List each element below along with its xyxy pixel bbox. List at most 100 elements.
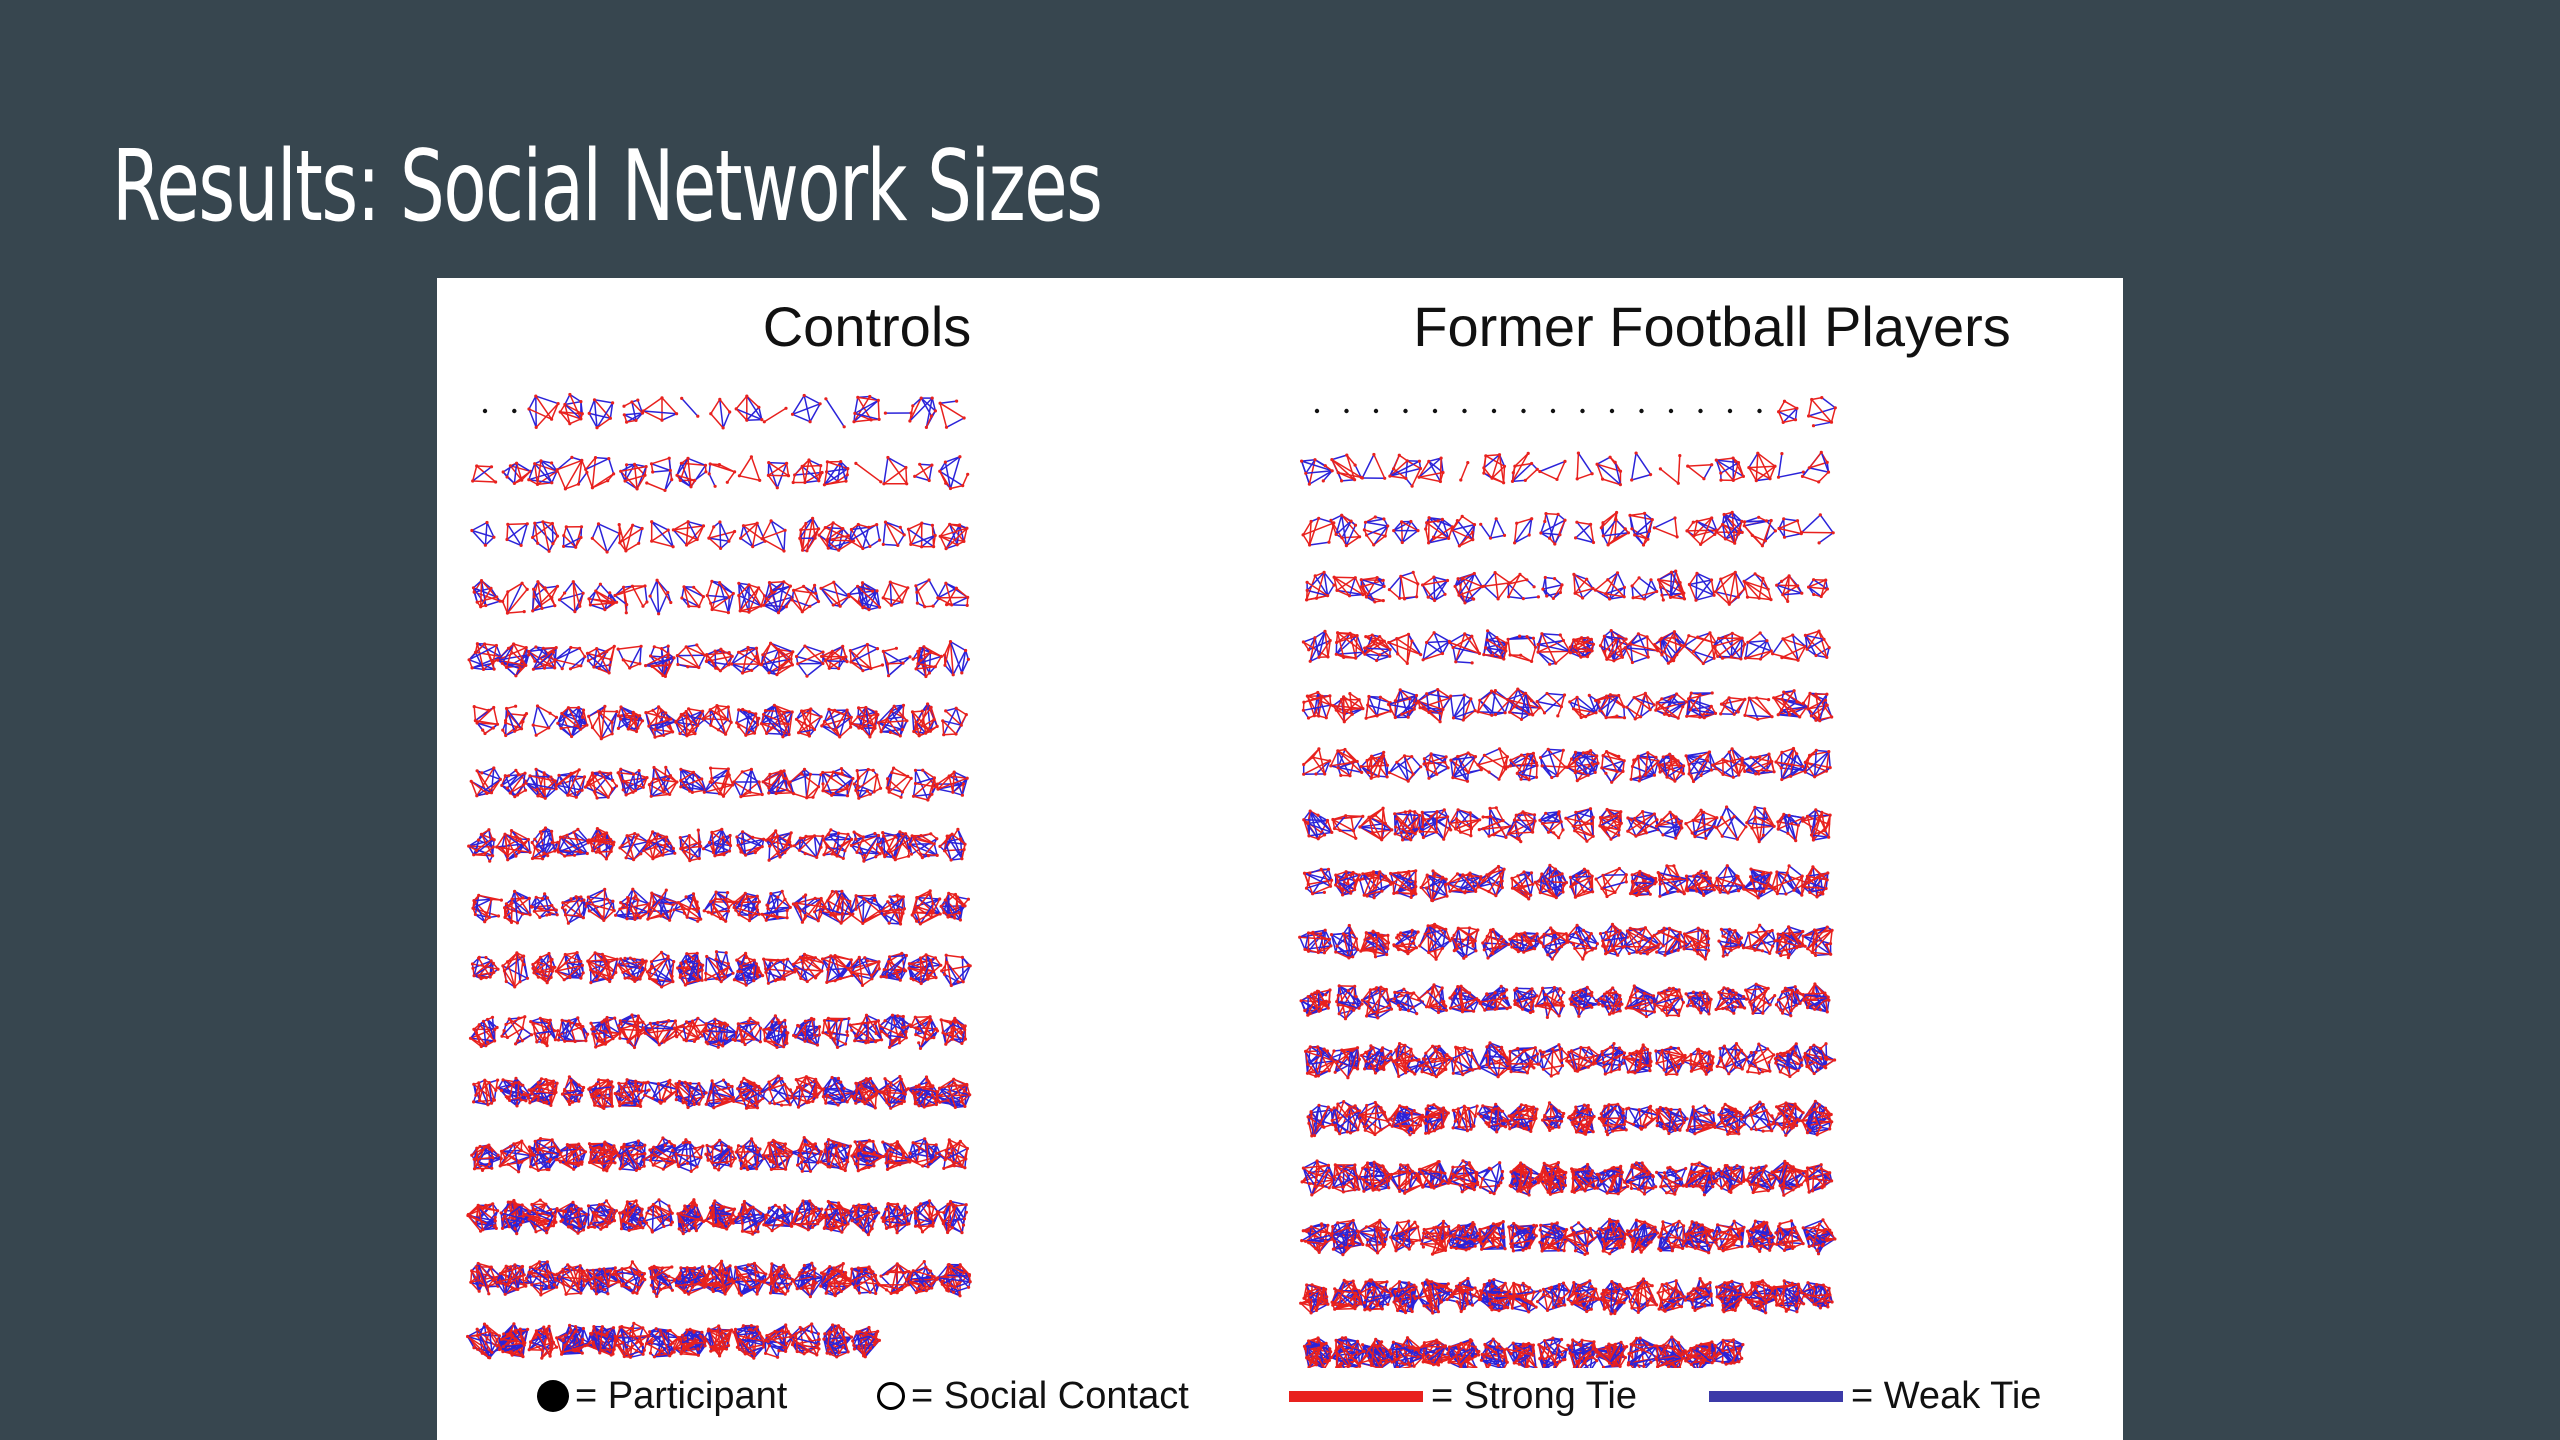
network-glyph [555,1324,590,1356]
network-glyph [1564,807,1594,843]
network-glyph [1450,1046,1482,1077]
network-glyph [943,640,970,676]
network-glyph [1300,1222,1336,1254]
network-glyph [1623,1161,1657,1195]
network-glyph [1417,983,1448,1014]
network-glyph [467,828,496,863]
network-glyph [819,1262,854,1297]
network-glyph [1775,574,1803,603]
network-glyph [1538,810,1564,839]
network-glyph [818,521,856,552]
legend-participant-label: = Participant [575,1375,787,1418]
network-glyph [1600,750,1626,784]
network-glyph [671,1138,704,1173]
network-glyph [1389,1280,1421,1314]
network-glyph [1568,694,1600,719]
network-glyph [614,888,651,921]
network-glyph [761,890,792,922]
network-glyph [1305,571,1336,602]
network-glyph [531,952,556,984]
network-glyph [1418,923,1452,961]
network-glyph [588,398,615,429]
network-glyph [1715,511,1744,545]
network-glyph [1777,452,1805,479]
network-glyph [1388,454,1422,488]
network-glyph [760,642,795,677]
network-glyph [1711,747,1746,779]
network-glyph [1774,1219,1804,1252]
network-glyph [1805,1163,1833,1194]
network-glyph [649,579,673,616]
network-glyph [792,953,826,983]
network-glyph [1363,634,1392,663]
network-glyph [589,1016,621,1049]
network-glyph [471,464,497,483]
network-glyph [1359,1278,1395,1311]
network-glyph [531,826,560,860]
network-glyph [1563,1221,1601,1256]
network-glyph [821,767,854,797]
network-glyph [1742,924,1777,955]
network-glyph [1421,576,1449,603]
network-glyph [1507,635,1538,664]
network-glyph [791,394,822,423]
network-glyph [645,1327,680,1358]
network-glyph [730,646,761,675]
network-glyph [679,768,707,794]
network-glyph [1403,409,1407,413]
network-glyph [880,1202,913,1234]
network-glyph [704,950,735,983]
network-glyph [1360,751,1389,780]
network-glyph [737,582,766,614]
network-glyph [1298,929,1332,955]
network-glyph [1482,629,1508,660]
network-glyph [1770,1160,1808,1197]
network-glyph [1539,512,1566,546]
network-glyph [1654,692,1688,719]
network-glyph [1576,452,1594,481]
network-glyph [1521,409,1525,413]
network-glyph [882,456,908,486]
network-glyph [732,1262,767,1297]
network-glyph [790,1075,824,1109]
network-glyph [1331,1100,1362,1135]
network-glyph [1626,1277,1659,1314]
network-glyph [1449,751,1483,783]
network-glyph [709,398,731,430]
network-glyph [1803,1042,1837,1075]
network-glyph [1747,452,1776,483]
network-glyph [680,397,699,418]
network-glyph [911,889,942,925]
network-glyph [1569,868,1594,899]
network-glyph [1567,1104,1596,1136]
network-glyph [1742,868,1777,900]
network-glyph [585,1325,618,1357]
network-glyph [642,1136,678,1170]
network-glyph [1596,456,1623,487]
network-glyph [732,892,761,923]
network-glyph [848,523,881,550]
network-glyph [1595,986,1624,1015]
network-glyph [1389,869,1417,899]
network-glyph [525,1199,559,1235]
network-glyph [1686,1105,1717,1136]
network-glyph [618,1199,648,1232]
network-glyph [1303,1336,1332,1368]
network-glyph [512,409,516,413]
network-glyph [707,520,736,550]
network-glyph [1389,1220,1422,1253]
network-glyph [705,648,734,673]
network-glyph [648,766,679,798]
network-glyph [732,768,764,799]
legend-strong-tie: = Strong Tie [1289,1368,1637,1424]
network-glyph [739,522,767,549]
network-glyph [1625,984,1658,1018]
network-glyph [1361,453,1387,480]
network-glyph [792,893,827,923]
network-glyph [1388,754,1423,782]
network-glyph [1302,810,1333,841]
network-glyph [1688,572,1716,602]
network-glyph [761,519,787,552]
legend-strong-tie-label: = Strong Tie [1431,1375,1637,1418]
network-glyph [1685,691,1717,719]
